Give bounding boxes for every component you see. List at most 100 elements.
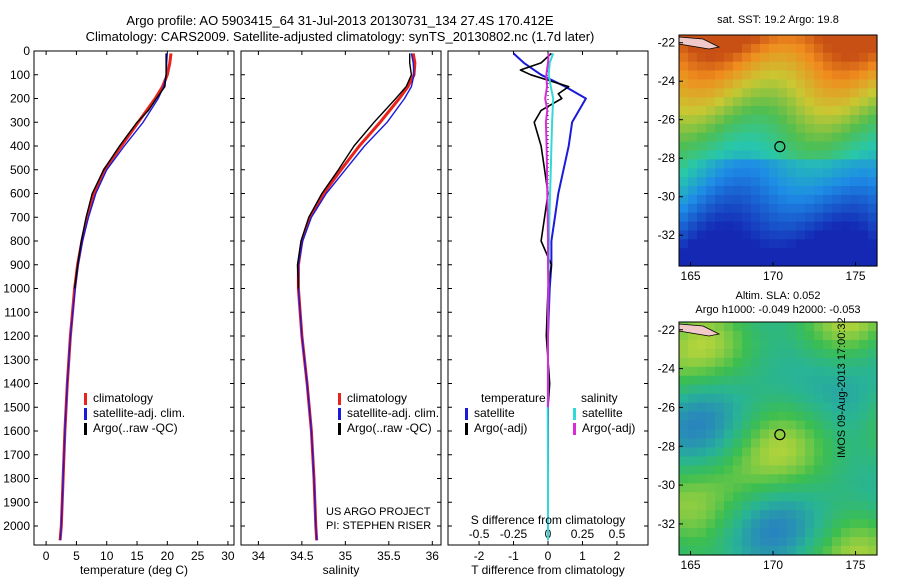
map-cell bbox=[760, 402, 770, 413]
map-cell bbox=[688, 501, 698, 511]
series-line-1 bbox=[519, 52, 570, 408]
map-cell bbox=[823, 411, 833, 422]
map-cell bbox=[814, 429, 824, 440]
map-cell bbox=[769, 79, 779, 89]
map-cell bbox=[778, 474, 788, 484]
map-cell bbox=[814, 79, 824, 89]
map-cell bbox=[859, 168, 869, 178]
map-cell bbox=[814, 212, 824, 223]
map-cell bbox=[742, 177, 752, 187]
map-cell bbox=[841, 483, 851, 493]
map-cell bbox=[760, 528, 770, 538]
map-cell bbox=[805, 411, 815, 422]
map-cell bbox=[778, 528, 788, 538]
map-cell bbox=[706, 61, 716, 72]
map-cell bbox=[715, 88, 725, 98]
map-cell bbox=[706, 465, 716, 475]
map-cell bbox=[841, 465, 851, 475]
map-cell bbox=[787, 546, 797, 556]
map-cell bbox=[679, 537, 689, 547]
map-cell bbox=[814, 123, 824, 134]
map-cell bbox=[859, 546, 869, 556]
map-cell bbox=[697, 420, 707, 431]
map-cell bbox=[760, 212, 770, 223]
map-cell bbox=[823, 150, 833, 160]
map-cell bbox=[769, 52, 779, 63]
map-lat-label: -26 bbox=[658, 400, 676, 414]
map-cell bbox=[823, 537, 833, 547]
map-cell bbox=[814, 474, 824, 484]
map-cell bbox=[742, 348, 752, 359]
map-cell bbox=[742, 519, 752, 529]
map-cell bbox=[724, 43, 734, 54]
map-cell bbox=[832, 194, 842, 205]
map-cell bbox=[715, 248, 725, 258]
map-cell bbox=[697, 70, 707, 80]
map-cell bbox=[706, 411, 716, 422]
map-cell bbox=[769, 420, 779, 431]
map-cell bbox=[814, 230, 824, 240]
x-tick-label: 34.5 bbox=[290, 549, 314, 563]
map-cell bbox=[787, 366, 797, 377]
map-cell bbox=[733, 168, 743, 178]
map-cell bbox=[742, 230, 752, 240]
map-cell bbox=[688, 331, 698, 341]
map-cell bbox=[805, 194, 815, 205]
map-cell bbox=[796, 168, 806, 178]
map-cell bbox=[724, 150, 734, 160]
map-cell bbox=[724, 501, 734, 511]
map-cell bbox=[778, 52, 788, 63]
map-cell bbox=[823, 456, 833, 466]
legend-swatch-s-argo bbox=[573, 422, 576, 435]
map-cell bbox=[859, 79, 869, 89]
map-cell bbox=[823, 194, 833, 205]
map-cell bbox=[832, 70, 842, 80]
map-cell bbox=[733, 402, 743, 413]
map-cell bbox=[823, 465, 833, 475]
map-cell bbox=[787, 510, 797, 520]
map-cell bbox=[868, 212, 878, 223]
map-cell bbox=[769, 212, 779, 223]
map-cell bbox=[805, 141, 815, 152]
map-cell bbox=[706, 546, 716, 556]
map-cell bbox=[868, 322, 878, 332]
map-frame bbox=[678, 321, 878, 556]
map-cell bbox=[715, 465, 725, 475]
map-cell bbox=[760, 88, 770, 98]
map-cell bbox=[850, 248, 860, 258]
map-cell bbox=[796, 510, 806, 520]
map-cell bbox=[706, 537, 716, 547]
map-cell bbox=[688, 203, 698, 214]
map-cell bbox=[832, 212, 842, 223]
legend-swatch-s-satellite bbox=[573, 407, 576, 420]
map-cell bbox=[832, 203, 842, 214]
map-cell bbox=[724, 248, 734, 258]
map-cell bbox=[832, 150, 842, 160]
map-cell bbox=[760, 257, 770, 267]
map-cell bbox=[688, 106, 698, 116]
map-cell bbox=[859, 420, 869, 431]
map-cell bbox=[724, 348, 734, 359]
map-cell bbox=[823, 248, 833, 258]
map-cell bbox=[733, 537, 743, 547]
map-cell bbox=[868, 43, 878, 54]
legend-label-s-argo: Argo(-adj) bbox=[582, 421, 636, 435]
map-cell bbox=[796, 339, 806, 350]
map-cell bbox=[814, 411, 824, 422]
map-cell bbox=[697, 411, 707, 422]
map-cell bbox=[742, 186, 752, 196]
map-cell bbox=[796, 239, 806, 249]
map-cell bbox=[832, 35, 842, 45]
map-cell bbox=[715, 194, 725, 205]
map-cell bbox=[724, 35, 734, 45]
map-cell bbox=[688, 510, 698, 520]
project-credit: US ARGO PROJECT PI: STEPHEN RISER bbox=[326, 505, 431, 533]
map-cell bbox=[823, 70, 833, 80]
map-cell bbox=[859, 429, 869, 440]
map-cell bbox=[832, 88, 842, 98]
map-cell bbox=[688, 132, 698, 143]
map-cell bbox=[769, 465, 779, 475]
map-cell bbox=[715, 501, 725, 511]
map-cell bbox=[751, 159, 761, 169]
map-cell bbox=[715, 70, 725, 80]
